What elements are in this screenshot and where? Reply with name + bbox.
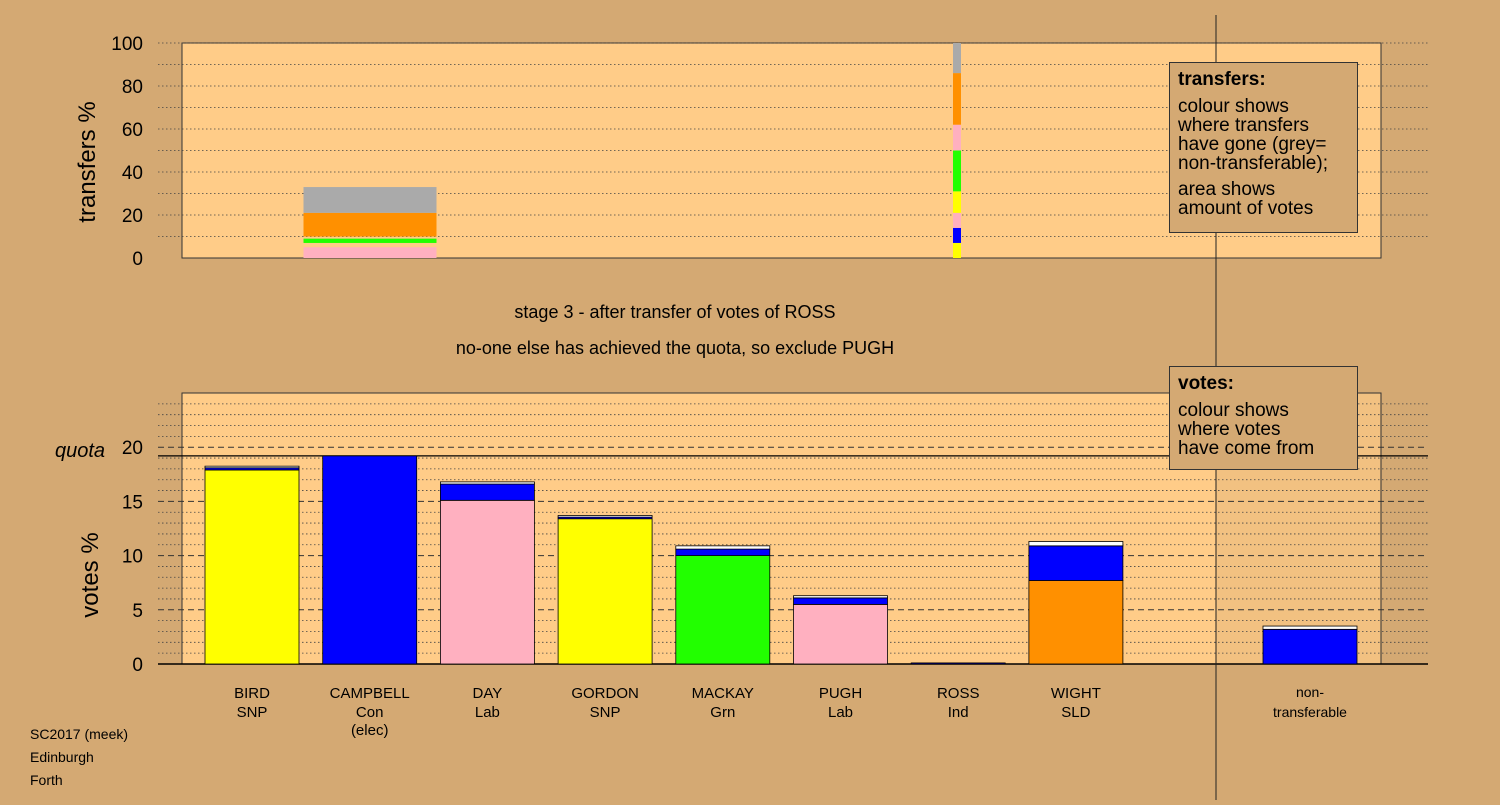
transfers-y-tick-label: 100 xyxy=(111,34,143,55)
transfer-segment xyxy=(953,227,961,243)
transfer-segment xyxy=(303,238,437,243)
transfer-segment xyxy=(953,242,961,258)
candidate-party-label: Lab xyxy=(828,704,853,721)
candidate-party-label: SLD xyxy=(1061,704,1090,721)
vote-segment xyxy=(1028,541,1124,547)
candidate-name-label: WIGHT xyxy=(1051,685,1101,702)
transfers-legend-line: amount of votes xyxy=(1178,198,1314,219)
quota-label: quota xyxy=(55,440,105,462)
votes-legend: votes: colour shows where votes have com… xyxy=(1169,366,1358,470)
votes-legend-line: have come from xyxy=(1178,438,1315,459)
vote-segment xyxy=(204,465,300,469)
vote-segment xyxy=(557,518,653,665)
votes-y-tick-label: 10 xyxy=(122,547,143,568)
candidate-party-label: Lab xyxy=(475,704,500,721)
transfers-y-tick-label: 20 xyxy=(122,206,143,227)
vote-segment xyxy=(439,481,535,485)
vote-segment xyxy=(439,499,535,665)
candidate-name-label: DAY xyxy=(473,685,503,702)
transfers-legend-line: non-transferable); xyxy=(1178,153,1328,174)
votes-y-tick-label: 5 xyxy=(132,601,143,622)
top-y-axis-label: transfers % xyxy=(74,101,101,222)
vote-segment xyxy=(675,548,771,557)
candidate-party-label: Con xyxy=(356,704,384,721)
footer-election: SC2017 (meek) xyxy=(30,726,129,742)
vote-segment xyxy=(1262,625,1358,630)
transfer-segment xyxy=(303,212,437,237)
transfers-legend-line: where transfers xyxy=(1178,115,1309,136)
vote-segment xyxy=(910,662,1006,665)
votes-legend-title: votes: xyxy=(1178,373,1234,394)
votes-y-tick-label: 20 xyxy=(122,438,143,459)
vote-segment xyxy=(1028,545,1124,581)
transfers-legend-line: have gone (grey= xyxy=(1178,134,1327,155)
vote-segment xyxy=(557,515,653,518)
votes-y-tick-label: 15 xyxy=(122,492,143,513)
transfer-segment xyxy=(953,212,961,228)
votes-legend-line: where votes xyxy=(1178,419,1281,440)
stage-text: stage 3 - after transfer of votes of ROS… xyxy=(514,302,835,322)
votes-legend-line: colour shows xyxy=(1178,400,1289,421)
vote-segment xyxy=(793,597,888,605)
vote-segment xyxy=(793,595,888,599)
transfers-legend-line: area shows xyxy=(1178,179,1276,200)
vote-segment xyxy=(675,545,771,550)
transfers-legend: transfers: colour shows where transfers … xyxy=(1169,62,1358,233)
candidate-party-label: SNP xyxy=(237,704,268,721)
transfer-segment xyxy=(953,73,961,125)
transfer-segment xyxy=(303,247,437,258)
candidate-name-label: BIRD xyxy=(234,685,270,702)
vote-segment xyxy=(1262,628,1358,665)
vote-segment xyxy=(793,603,888,665)
transfer-segment xyxy=(953,124,961,151)
transfers-y-tick-label: 60 xyxy=(122,120,143,141)
transfer-segment xyxy=(953,150,961,192)
vote-segment xyxy=(1028,580,1124,665)
nontransferable-label: transferable xyxy=(1273,704,1347,720)
bottom-y-axis-label: votes % xyxy=(77,532,104,617)
vote-segment xyxy=(204,469,300,665)
vote-segment xyxy=(439,483,535,501)
transfer-segment xyxy=(303,187,437,213)
vote-segment xyxy=(675,555,771,665)
transfers-y-tick-label: 80 xyxy=(122,77,143,98)
footer-constituency: Forth xyxy=(30,772,63,788)
transfer-segment xyxy=(953,191,961,213)
transfer-segment xyxy=(953,43,961,74)
candidate-party-label: SNP xyxy=(590,704,621,721)
candidate-name-label: ROSS xyxy=(937,685,980,702)
candidate-name-label: PUGH xyxy=(819,685,862,702)
nontransferable-label: non- xyxy=(1296,684,1324,700)
candidate-name-label: MACKAY xyxy=(692,685,754,702)
footer-region: Edinburgh xyxy=(30,749,94,765)
exclude-note: no-one else has achieved the quota, so e… xyxy=(456,338,894,358)
candidate-name-label: GORDON xyxy=(571,685,639,702)
candidate-status-label: (elec) xyxy=(351,722,389,739)
vote-segment xyxy=(322,455,418,665)
transfers-y-tick-label: 40 xyxy=(122,163,143,184)
transfers-y-tick-label: 0 xyxy=(132,249,143,270)
candidate-party-label: Grn xyxy=(710,704,735,721)
footer: SC2017 (meek) Edinburgh Forth xyxy=(30,723,128,792)
transfers-legend-title: transfers: xyxy=(1178,69,1266,90)
votes-y-tick-label: 0 xyxy=(132,655,143,676)
candidate-name-label: CAMPBELL xyxy=(330,685,410,702)
transfers-legend-line: colour shows xyxy=(1178,96,1289,117)
candidate-party-label: Ind xyxy=(948,704,969,721)
